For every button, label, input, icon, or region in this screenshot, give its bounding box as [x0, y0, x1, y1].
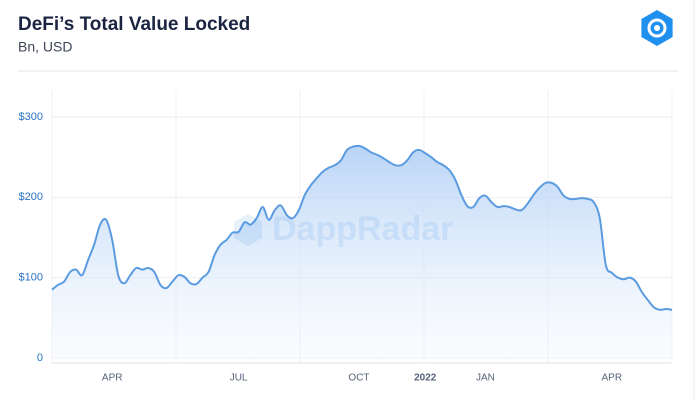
- y-tick-label: $100: [19, 272, 43, 284]
- x-tick-label: APR: [602, 373, 623, 384]
- line: [51, 144, 673, 311]
- y-tick-label: $300: [19, 111, 43, 123]
- x-tick-label: JUL: [230, 373, 248, 384]
- x-tick-label: APR: [102, 373, 123, 384]
- watermark-text: DappRadar: [272, 210, 453, 248]
- y-tick-label: 0: [37, 352, 43, 364]
- chart-title: DeFi’s Total Value Locked: [18, 14, 250, 35]
- area-fill: [52, 145, 672, 358]
- logo: [641, 10, 673, 46]
- x-tick-label: OCT: [348, 373, 369, 384]
- chart-subtitle: Bn, USD: [18, 39, 72, 55]
- y-tick-label: $200: [19, 191, 43, 203]
- x-tick-label: 2022: [414, 373, 437, 384]
- x-tick-label: JAN: [476, 373, 495, 384]
- watermark: DappRadar: [234, 210, 453, 248]
